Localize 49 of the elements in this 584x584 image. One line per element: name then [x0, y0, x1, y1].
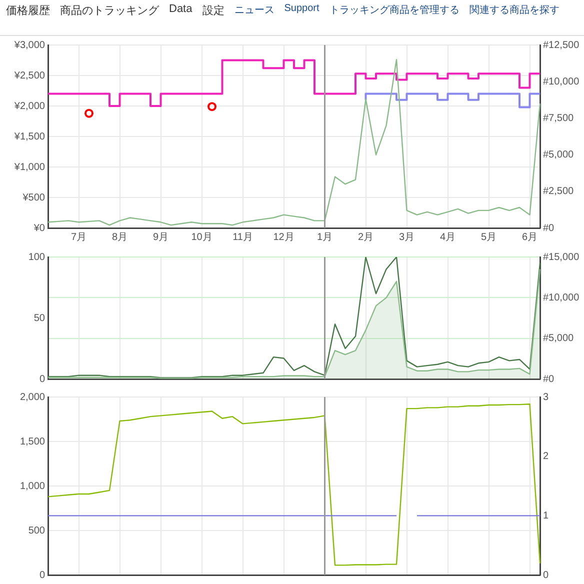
y2-tick-label: #5,000 — [543, 150, 574, 161]
y2-tick-label: 1 — [543, 510, 549, 522]
text: 設定 — [202, 4, 224, 19]
y-tick-label: 100 — [28, 252, 46, 263]
y-tick-label: ¥3,000 — [13, 40, 46, 51]
y2-tick-label: #0 — [543, 222, 555, 234]
text: トラッキング商品を管理する — [329, 4, 460, 18]
y-tick-label: ¥2,500 — [13, 70, 46, 82]
x-tick-label: 3月 — [398, 232, 415, 243]
y-tick-label: 500 — [28, 525, 46, 536]
x-tick-label: 10月 — [191, 232, 212, 243]
y2-tick-label: 2 — [543, 451, 549, 462]
x-tick-label: 2月 — [358, 232, 374, 243]
x-tick-label: 8月 — [112, 232, 128, 243]
y2-tick-label: #15,000 — [543, 252, 580, 263]
y2-tick-label: #12,500 — [543, 40, 580, 51]
x-tick-label: 1月 — [316, 232, 333, 243]
x-tick-label: 7月 — [70, 232, 87, 243]
x-tick-label: 4月 — [440, 232, 456, 243]
y-tick-label: ¥2,000 — [13, 100, 46, 112]
text: 関連する商品を探す — [469, 4, 560, 18]
y2-tick-label: #2,500 — [543, 186, 574, 198]
y-tick-label: 1,000 — [20, 480, 46, 492]
y-tick-label: ¥1,000 — [13, 162, 46, 173]
y-tick-label: ¥500 — [22, 192, 46, 204]
text: ニュース — [234, 4, 274, 18]
y2-tick-label: #0 — [543, 374, 555, 385]
x-tick-label: 6月 — [522, 232, 538, 243]
text: 商品のトラッキング — [60, 4, 159, 19]
y-tick-label: ¥0 — [32, 222, 46, 234]
y2-tick-label: 3 — [543, 392, 549, 403]
x-tick-label: 12月 — [273, 232, 294, 243]
y-tick-label: 50 — [34, 312, 46, 324]
y2-tick-label: #5,000 — [543, 333, 574, 344]
y-tick-label: ¥1,500 — [13, 131, 46, 142]
text: Support — [284, 3, 320, 16]
text: 価格履歴 — [6, 4, 50, 19]
y2-tick-label: #10,000 — [543, 76, 580, 88]
x-tick-label: 9月 — [152, 232, 169, 243]
y-tick-label: 2,000 — [20, 392, 46, 403]
y2-tick-label: 0 — [543, 570, 549, 581]
text: Data — [169, 3, 192, 17]
y2-tick-label: #7,500 — [543, 112, 574, 124]
y-tick-label: 0 — [39, 374, 46, 385]
y-tick-label: 0 — [39, 570, 46, 581]
y-tick-label: 1,500 — [20, 436, 46, 448]
x-tick-label: 11月 — [232, 232, 253, 243]
y2-tick-label: #10,000 — [543, 292, 580, 304]
x-tick-label: 5月 — [480, 232, 497, 243]
